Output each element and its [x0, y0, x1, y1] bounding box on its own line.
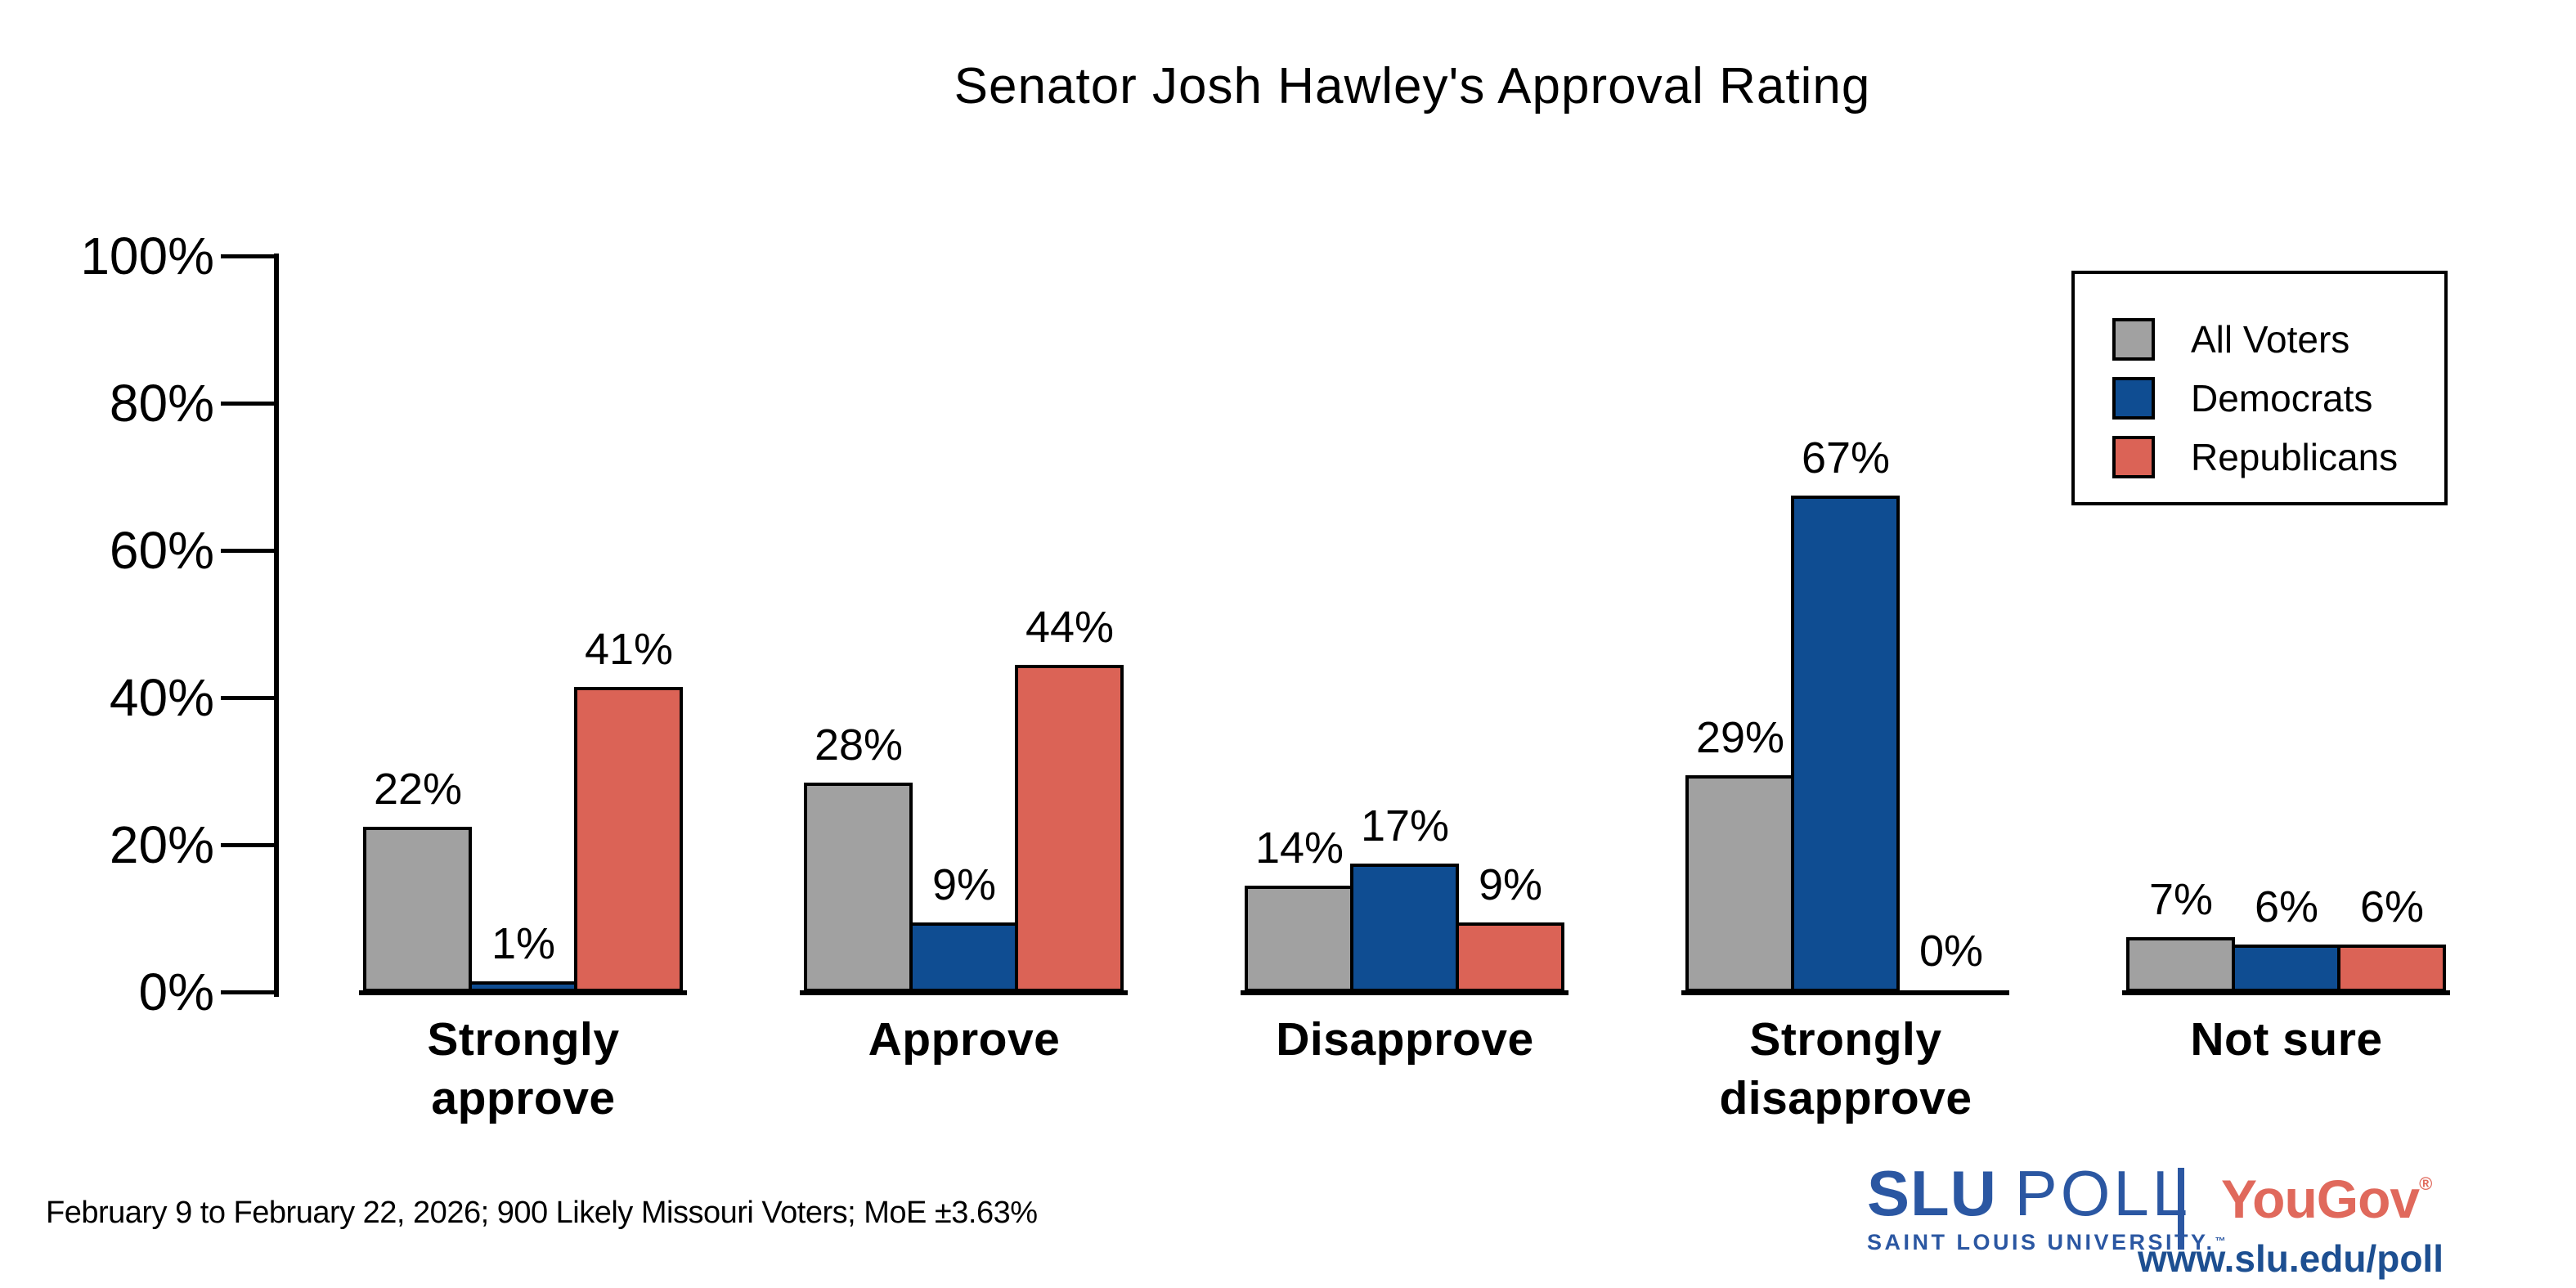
bar-value-label: 17%	[1360, 801, 1450, 850]
legend-label: All Voters	[2191, 318, 2350, 361]
bar-republicans	[574, 687, 683, 992]
category-label: Strongly approve	[427, 1013, 620, 1124]
bar-all-voters	[2126, 937, 2235, 992]
y-tick-label: 100%	[80, 227, 214, 285]
legend-item: All Voters	[2112, 310, 2444, 369]
y-tick-label: 60%	[109, 521, 214, 580]
bar-democrats	[909, 922, 1018, 992]
saint-louis-university-text: SAINT LOUIS UNIVERSITY.™	[1867, 1230, 2226, 1255]
bar-republicans	[1015, 665, 1124, 992]
poll-url: www.slu.edu/poll	[2138, 1237, 2444, 1280]
bar-all-voters	[1685, 775, 1794, 992]
slu-poll-wordmark: SLU POLL	[1867, 1161, 2226, 1225]
group-baseline	[800, 990, 1128, 995]
group-baseline	[2122, 990, 2450, 995]
university-text: SAINT LOUIS UNIVERSITY.	[1867, 1230, 2215, 1254]
bar-democrats	[2232, 945, 2340, 992]
legend-swatch-icon	[2112, 318, 2155, 361]
logo-separator	[2178, 1168, 2184, 1250]
legend-swatch-icon	[2112, 436, 2155, 478]
category-label: Not sure	[2190, 1013, 2383, 1066]
y-tick-label: 20%	[109, 815, 214, 874]
slu-poll-logo: SLU POLL SAINT LOUIS UNIVERSITY.™	[1867, 1161, 2226, 1255]
registered-symbol: ®	[2419, 1174, 2433, 1194]
y-tick-label: 40%	[109, 668, 214, 727]
bar-value-label: 41%	[584, 625, 674, 674]
legend-item: Democrats	[2112, 369, 2444, 428]
y-tick-label: 0%	[138, 963, 215, 1021]
y-tick-line	[221, 696, 274, 700]
bar-value-label: 9%	[931, 860, 997, 909]
bar-value-label: 28%	[814, 720, 904, 770]
y-tick-line	[221, 402, 274, 406]
y-tick-line	[221, 990, 274, 994]
bar-value-label: 22%	[373, 765, 463, 814]
bar-democrats	[1791, 496, 1900, 992]
bar-value-label: 67%	[1801, 433, 1891, 482]
bar-value-label: 7%	[2148, 875, 2214, 924]
y-tick-line	[221, 843, 274, 847]
y-axis-line	[274, 254, 279, 997]
yougov-logo: YouGov®	[2221, 1168, 2432, 1230]
legend-label: Republicans	[2191, 436, 2399, 478]
y-tick-label: 80%	[109, 374, 214, 433]
group-baseline	[1681, 990, 2009, 995]
yougov-text: YouGov	[2221, 1169, 2420, 1229]
y-tick-line	[221, 549, 274, 553]
bar-all-voters	[804, 783, 913, 992]
bar-value-label: 29%	[1695, 713, 1785, 762]
bar-value-label: 14%	[1254, 824, 1344, 873]
slu-text: SLU	[1867, 1157, 1997, 1229]
bar-value-label: 6%	[2254, 882, 2319, 931]
category-label: Strongly disapprove	[1719, 1013, 1972, 1124]
footnote: February 9 to February 22, 2026; 900 Lik…	[46, 1196, 1038, 1230]
bar-value-label: 9%	[1478, 860, 1543, 909]
legend-item: Republicans	[2112, 428, 2444, 487]
bar-value-label: 6%	[2359, 882, 2425, 931]
group-baseline	[359, 990, 687, 995]
category-label: Approve	[868, 1013, 1061, 1066]
category-label: Disapprove	[1276, 1013, 1534, 1066]
legend-swatch-icon	[2112, 377, 2155, 420]
bar-value-label: 0%	[1919, 927, 1984, 976]
bar-all-voters	[363, 827, 472, 992]
bar-value-label: 44%	[1025, 603, 1115, 652]
legend-label: Democrats	[2191, 377, 2373, 420]
bar-all-voters	[1245, 886, 1353, 992]
group-baseline	[1241, 990, 1568, 995]
chart-title: Senator Josh Hawley's Approval Rating	[954, 58, 1871, 114]
trademark-symbol: ™	[2215, 1235, 2226, 1247]
poll-text: POLL	[2014, 1157, 2192, 1229]
y-tick-line	[221, 254, 274, 258]
bar-republicans	[1456, 922, 1564, 992]
bar-republicans	[2337, 945, 2446, 992]
legend: All Voters Democrats Republicans	[2071, 271, 2448, 505]
bar-value-label: 1%	[491, 919, 556, 968]
